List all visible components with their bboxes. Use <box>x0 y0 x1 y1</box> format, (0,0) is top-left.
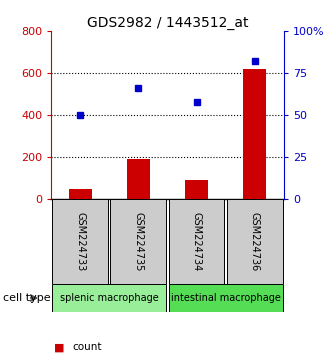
Text: GSM224736: GSM224736 <box>250 212 260 271</box>
Bar <box>127 159 150 199</box>
Text: GSM224734: GSM224734 <box>191 212 202 271</box>
Text: GSM224735: GSM224735 <box>133 212 144 271</box>
Text: ■: ■ <box>54 342 65 352</box>
Title: GDS2982 / 1443512_at: GDS2982 / 1443512_at <box>87 16 248 30</box>
Text: intestinal macrophage: intestinal macrophage <box>171 293 280 303</box>
Bar <box>52 284 166 312</box>
Bar <box>227 199 282 284</box>
Bar <box>169 284 282 312</box>
Bar <box>169 199 224 284</box>
Bar <box>69 188 92 199</box>
Bar <box>243 69 266 199</box>
Text: count: count <box>73 342 102 352</box>
Bar <box>52 199 108 284</box>
Text: cell type: cell type <box>3 293 51 303</box>
Text: GSM224733: GSM224733 <box>75 212 85 271</box>
Bar <box>185 180 208 199</box>
Text: splenic macrophage: splenic macrophage <box>60 293 159 303</box>
Bar <box>111 199 166 284</box>
